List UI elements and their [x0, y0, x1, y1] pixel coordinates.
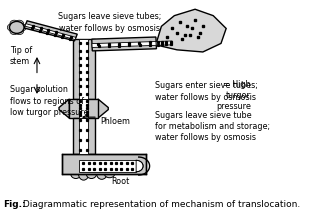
- Text: Sugar solution
flows to regions of
low turgor pressure: Sugar solution flows to regions of low t…: [10, 86, 88, 117]
- Polygon shape: [24, 21, 77, 41]
- Polygon shape: [92, 37, 157, 51]
- Circle shape: [10, 20, 19, 27]
- Polygon shape: [92, 41, 156, 48]
- Text: Sugars leave sieve tubes;
water follows by osmosis: Sugars leave sieve tubes; water follows …: [58, 12, 161, 32]
- Bar: [79, 99, 88, 118]
- Text: Fig.:: Fig.:: [3, 200, 26, 209]
- Circle shape: [9, 22, 24, 33]
- Polygon shape: [156, 41, 172, 45]
- Bar: [69, 99, 98, 118]
- Circle shape: [10, 28, 19, 35]
- Polygon shape: [98, 99, 108, 118]
- Ellipse shape: [78, 167, 89, 180]
- Text: Phloem: Phloem: [100, 117, 130, 126]
- Bar: [62, 155, 146, 174]
- Text: Root: Root: [111, 177, 129, 186]
- Circle shape: [15, 20, 24, 27]
- Circle shape: [15, 28, 24, 35]
- Ellipse shape: [86, 169, 97, 178]
- Circle shape: [18, 24, 26, 31]
- Wedge shape: [136, 160, 143, 172]
- Ellipse shape: [104, 170, 115, 178]
- Text: Diagrammatic representation of mechanism of translocation.: Diagrammatic representation of mechanism…: [20, 200, 301, 209]
- Bar: [73, 118, 94, 155]
- Polygon shape: [25, 24, 76, 40]
- Text: Sugars enter sieve tubes;
water follows by osmosis: Sugars enter sieve tubes; water follows …: [155, 81, 258, 101]
- Polygon shape: [156, 9, 226, 52]
- Bar: [79, 39, 88, 99]
- Text: = High
turgor
pressure: = High turgor pressure: [216, 80, 251, 111]
- Text: Sugars leave sieve tube
for metabolism and storage;
water follows by osmosis: Sugars leave sieve tube for metabolism a…: [155, 111, 270, 142]
- Ellipse shape: [97, 168, 107, 179]
- Bar: [73, 39, 94, 99]
- Bar: [79, 160, 136, 172]
- Circle shape: [7, 24, 16, 31]
- Bar: [79, 118, 88, 155]
- Polygon shape: [59, 99, 69, 118]
- Ellipse shape: [71, 169, 81, 178]
- Text: Tip of
stem: Tip of stem: [10, 46, 32, 66]
